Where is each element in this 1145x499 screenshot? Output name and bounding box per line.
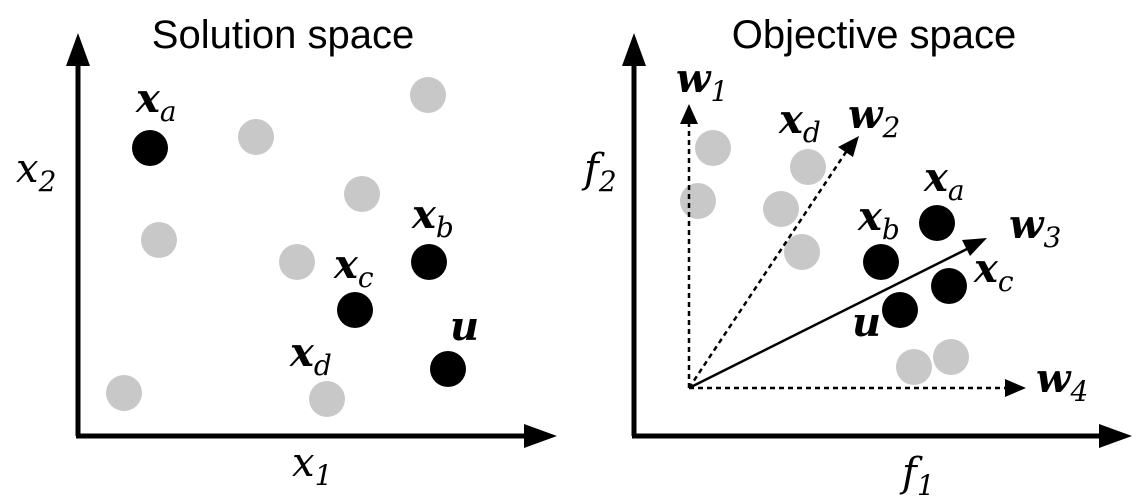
solution-point-xc — [337, 292, 373, 328]
solution-other-points — [106, 77, 446, 417]
weight-vector-w2-arrowhead — [838, 136, 859, 157]
weight-label-w3: w3 — [1009, 201, 1061, 254]
solution-y-axis-arrowhead — [66, 33, 90, 66]
objective-y-axis-arrowhead — [622, 33, 646, 66]
objective-point — [790, 149, 826, 185]
objective-point — [695, 130, 731, 166]
objective-y-axis-label: f2 — [581, 146, 617, 198]
objective-point-u — [882, 292, 918, 328]
weight-vector-w3-arrowhead — [962, 238, 987, 256]
objective-other-points — [680, 130, 969, 385]
objective-label-xc: xc — [973, 245, 1014, 298]
solution-point-xa — [132, 130, 168, 166]
weight-vector-w3 — [688, 247, 968, 390]
solution-point-u — [430, 351, 466, 387]
objective-point — [784, 234, 820, 270]
solution-point — [410, 77, 446, 113]
objective-space-panel: Objective space f1 f2 — [581, 13, 1132, 499]
solution-point — [141, 222, 177, 258]
solution-point-xb — [411, 244, 447, 280]
objective-highlight-points — [863, 205, 967, 328]
solution-label-xb: xb — [411, 191, 454, 244]
weight-vector-w1-arrowhead — [680, 104, 698, 124]
solution-point — [238, 119, 274, 155]
objective-x-axis-label: f1 — [899, 450, 935, 499]
objective-point — [896, 349, 932, 385]
weight-label-w4: w4 — [1036, 355, 1088, 408]
objective-point — [933, 339, 969, 375]
objective-point-xc — [931, 268, 967, 304]
objective-label-xd: xd — [778, 96, 821, 149]
solution-x-axis-arrowhead — [524, 424, 557, 448]
weight-vector-w4-arrowhead — [1005, 379, 1026, 397]
solution-label-u: u — [450, 303, 479, 350]
solution-point — [279, 244, 315, 280]
objective-point — [763, 191, 799, 227]
weight-vectors — [680, 104, 1026, 397]
objective-point — [680, 183, 716, 219]
solution-label-xa: xa — [135, 75, 177, 128]
solution-point — [106, 375, 142, 411]
solution-x-axis-label: x1 — [292, 440, 332, 492]
objective-label-xb: xb — [857, 193, 900, 246]
solution-point — [344, 176, 380, 212]
solution-y-axis-label: x2 — [16, 146, 56, 198]
objective-x-axis-arrowhead — [1099, 424, 1132, 448]
solution-space-title: Solution space — [152, 13, 414, 57]
solution-highlight-points — [132, 130, 466, 387]
objective-space-title: Objective space — [732, 13, 1017, 57]
solution-label-xc: xc — [333, 241, 374, 294]
weight-label-w2: w2 — [848, 91, 900, 144]
objective-point-xb — [863, 244, 899, 280]
solution-space-panel: Solution space x1 x2 xa xb xc xd — [16, 13, 557, 492]
weight-vector-w2 — [687, 151, 848, 389]
weight-label-w1: w1 — [676, 55, 728, 108]
solution-label-xd: xd — [289, 329, 332, 382]
solution-point — [309, 381, 345, 417]
objective-label-xa: xa — [923, 154, 965, 207]
objective-point-xa — [919, 205, 955, 241]
objective-label-u: u — [852, 299, 881, 346]
